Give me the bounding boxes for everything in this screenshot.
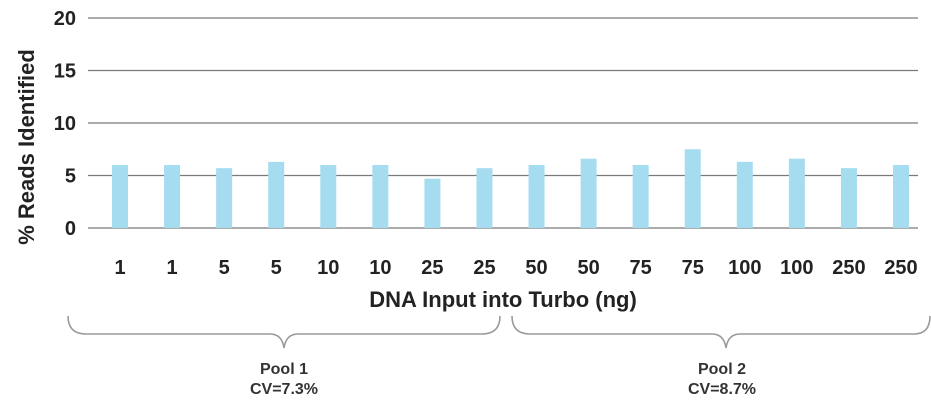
x-tick-label: 5 <box>219 257 230 279</box>
x-tick-label: 100 <box>780 257 813 279</box>
x-tick-label: 250 <box>832 257 865 279</box>
x-tick-label: 25 <box>421 257 443 279</box>
pool-2-cv: CV=8.7% <box>688 381 756 398</box>
bar <box>424 178 441 228</box>
x-tick-label: 50 <box>577 257 599 279</box>
y-tick-label: 0 <box>65 218 76 240</box>
x-tick-label: 250 <box>884 257 917 279</box>
bar <box>112 165 128 228</box>
bar <box>788 158 805 228</box>
x-tick-label: 10 <box>317 257 339 279</box>
pool-1-group: Pool 1 CV=7.3% <box>67 315 501 398</box>
bar <box>216 168 233 228</box>
bars <box>112 149 909 228</box>
y-tick-label: 10 <box>54 113 76 135</box>
x-tick-label: 5 <box>271 257 282 279</box>
x-axis-title: DNA Input into Turbo (ng) <box>369 287 637 312</box>
x-axis-ticks: 1 1 5 5 10 10 25 25 50 50 75 75 100 100 250 250 <box>114 257 917 279</box>
bar <box>320 165 337 228</box>
y-axis-ticks: 0 5 10 15 20 <box>54 8 76 240</box>
y-tick-label: 5 <box>65 166 76 188</box>
x-tick-label: 25 <box>473 257 495 279</box>
bar <box>268 161 285 228</box>
bar <box>580 158 597 228</box>
bar <box>736 161 753 228</box>
x-tick-label: 10 <box>369 257 391 279</box>
x-tick-label: 1 <box>167 257 178 279</box>
bar <box>476 168 493 228</box>
y-tick-label: 15 <box>54 61 76 83</box>
bar <box>684 149 701 228</box>
pool-2-group: Pool 2 CV=8.7% <box>511 315 931 398</box>
bar <box>840 168 857 228</box>
x-tick-label: 75 <box>630 257 652 279</box>
bar <box>893 165 909 228</box>
bar <box>632 165 649 228</box>
pool-1-cv: CV=7.3% <box>250 381 318 398</box>
x-tick-label: 50 <box>525 257 547 279</box>
pool-1-brace <box>67 315 501 349</box>
x-tick-label: 1 <box>114 257 125 279</box>
bar <box>528 165 545 228</box>
bar <box>164 165 181 228</box>
pool-1-name: Pool 1 <box>260 361 308 378</box>
y-axis-title: % Reads Identified <box>14 49 39 245</box>
pool-2-name: Pool 2 <box>698 361 746 378</box>
bar <box>372 165 389 228</box>
x-tick-label: 75 <box>682 257 704 279</box>
y-tick-label: 20 <box>54 8 76 30</box>
pool-2-brace <box>511 315 931 349</box>
x-tick-label: 100 <box>728 257 761 279</box>
